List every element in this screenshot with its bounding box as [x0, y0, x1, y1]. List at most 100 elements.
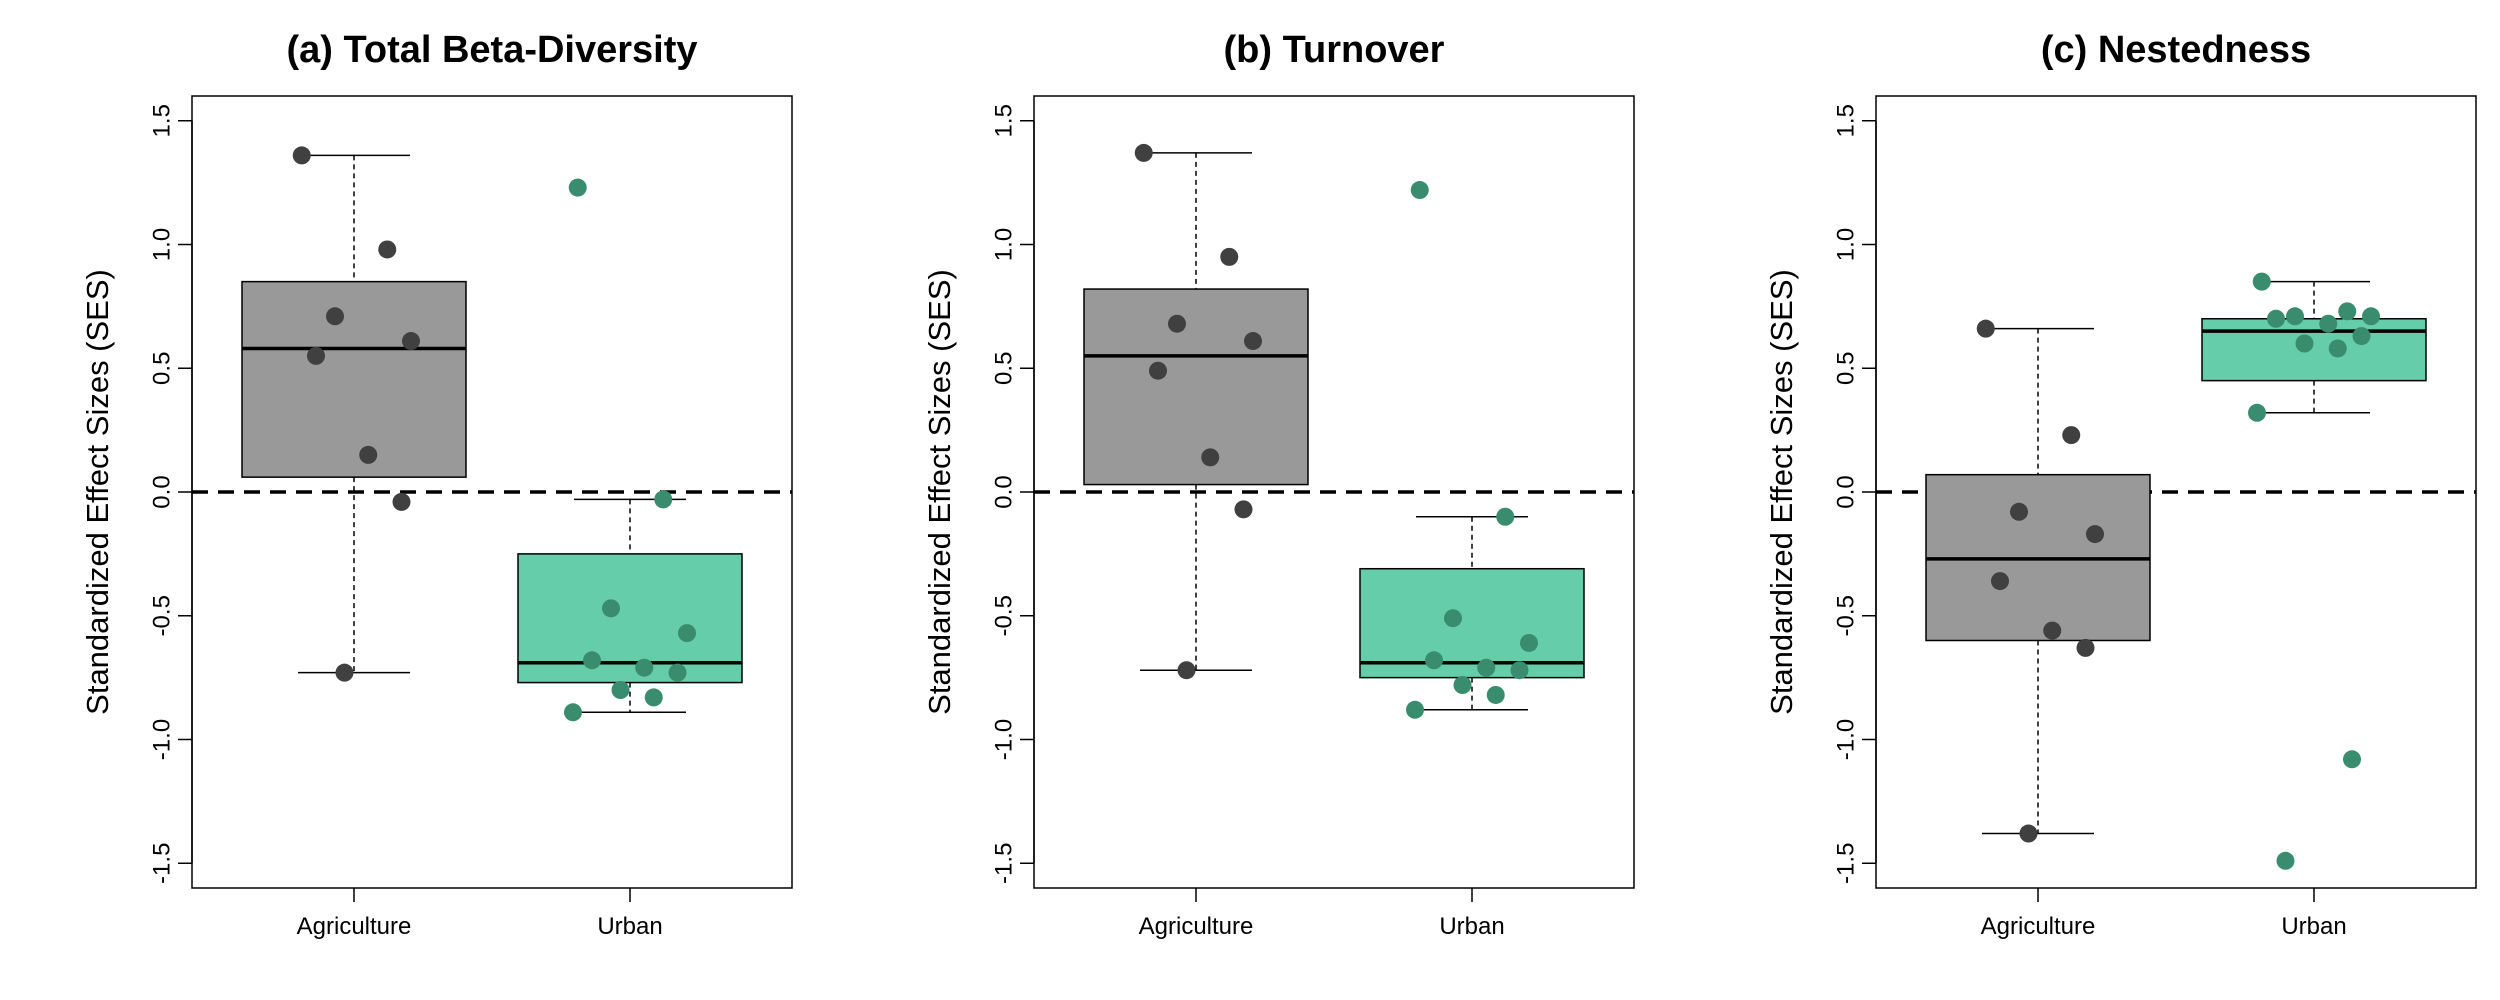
y-tick-label: -0.5 [991, 595, 1018, 636]
chart-title: (b) Turnover [1224, 29, 1445, 71]
data-point [2319, 314, 2338, 333]
data-point [2267, 309, 2285, 328]
data-point [678, 624, 696, 643]
data-point [292, 146, 311, 165]
box [2201, 318, 2427, 382]
group-agriculture [1083, 143, 1309, 680]
plot-frame [1033, 95, 1635, 889]
data-point [378, 240, 397, 259]
data-point [1406, 700, 1424, 719]
x-tick-label: Urban [597, 913, 662, 940]
data-point [2252, 272, 2271, 291]
x-tick-label: Agriculture [1139, 913, 1254, 940]
y-tick-label: -0.5 [149, 595, 176, 636]
data-point [1168, 314, 1186, 333]
data-point [2343, 750, 2361, 769]
chart-panel-2: (b) Turnover Standardized Effect Sizes (S… [922, 29, 1635, 940]
data-point [307, 346, 325, 365]
y-tick-label: -1.0 [991, 719, 1018, 760]
group-urban [517, 178, 743, 722]
x-tick-label: Agriculture [1981, 913, 2096, 940]
data-point [611, 681, 630, 699]
chart-panel-1: (a) Total Beta-Diversity Standardized Eff… [80, 29, 793, 940]
data-point [2248, 403, 2266, 422]
data-point [2362, 307, 2380, 326]
data-point [2338, 302, 2357, 321]
y-tick-label: 0.0 [1833, 475, 1860, 508]
y-tick-label: 1.5 [149, 104, 176, 137]
plot-frame [1875, 95, 2477, 889]
data-point [2062, 426, 2081, 445]
data-point [2010, 502, 2028, 521]
data-point [568, 178, 587, 197]
data-point [1410, 181, 1429, 200]
data-point [1220, 247, 1239, 266]
data-point [644, 688, 663, 707]
data-point [2076, 638, 2095, 657]
y-tick-label: 1.5 [991, 104, 1018, 137]
data-point [1510, 661, 1529, 680]
data-point [2276, 851, 2295, 870]
box [1359, 567, 1585, 679]
data-point [1486, 685, 1505, 704]
y-tick-label: 1.0 [149, 228, 176, 261]
y-tick-label: 0.5 [149, 352, 176, 385]
group-urban [2201, 272, 2427, 870]
y-tick-label: 0.0 [991, 475, 1018, 508]
data-point [654, 490, 673, 509]
y-tick-label: 1.0 [991, 228, 1018, 261]
y-axis-label: Standardized Effect Sizes (SES) [80, 269, 115, 715]
data-point [564, 703, 582, 722]
group-agriculture [241, 146, 467, 682]
y-tick-label: -1.5 [149, 843, 176, 884]
data-point [583, 651, 601, 670]
data-point [359, 445, 378, 464]
box [241, 280, 467, 478]
chart-title: (c) Nestedness [2041, 29, 2311, 71]
data-point [1477, 658, 1496, 677]
y-tick-label: -0.5 [1833, 595, 1860, 636]
x-tick-label: Agriculture [297, 913, 412, 940]
y-axis-label: Standardized Effect Sizes (SES) [1764, 269, 1799, 715]
data-point [2286, 307, 2304, 326]
data-point [392, 492, 411, 511]
y-axis-label: Standardized Effect Sizes (SES) [922, 269, 957, 715]
x-tick-label: Urban [1439, 913, 1504, 940]
data-point [2295, 334, 2314, 353]
data-point [1234, 500, 1253, 519]
y-tick-label: -1.0 [149, 719, 176, 760]
data-point [1134, 143, 1153, 162]
data-point [1976, 319, 1995, 338]
data-point [326, 307, 344, 326]
data-point [635, 658, 654, 677]
y-tick-label: 0.5 [991, 352, 1018, 385]
data-point [1425, 651, 1443, 670]
plot-frame [191, 95, 793, 889]
y-tick-label: 1.0 [1833, 228, 1860, 261]
data-point [1444, 609, 1462, 628]
x-tick-label: Urban [2281, 913, 2346, 940]
group-agriculture [1925, 319, 2151, 843]
data-point [1496, 507, 1515, 526]
data-point [2043, 621, 2062, 640]
y-tick-label: -1.5 [1833, 843, 1860, 884]
data-point [2086, 525, 2104, 544]
data-point [1520, 633, 1538, 652]
y-tick-label: -1.0 [1833, 719, 1860, 760]
chart-title: (a) Total Beta-Diversity [286, 29, 697, 71]
data-point [1991, 572, 2009, 591]
data-point [668, 663, 687, 682]
y-tick-label: -1.5 [991, 843, 1018, 884]
data-point [1149, 361, 1167, 380]
chart-panel-3: (c) Nestedness Standardized Effect Sizes … [1764, 29, 2477, 940]
data-point [2019, 824, 2038, 843]
data-point [1453, 676, 1472, 695]
data-point [402, 332, 420, 351]
data-point [2328, 339, 2347, 358]
data-point [1201, 448, 1220, 467]
data-point [602, 599, 620, 618]
y-tick-label: 0.5 [1833, 352, 1860, 385]
box [1083, 288, 1309, 486]
group-urban [1359, 181, 1585, 719]
